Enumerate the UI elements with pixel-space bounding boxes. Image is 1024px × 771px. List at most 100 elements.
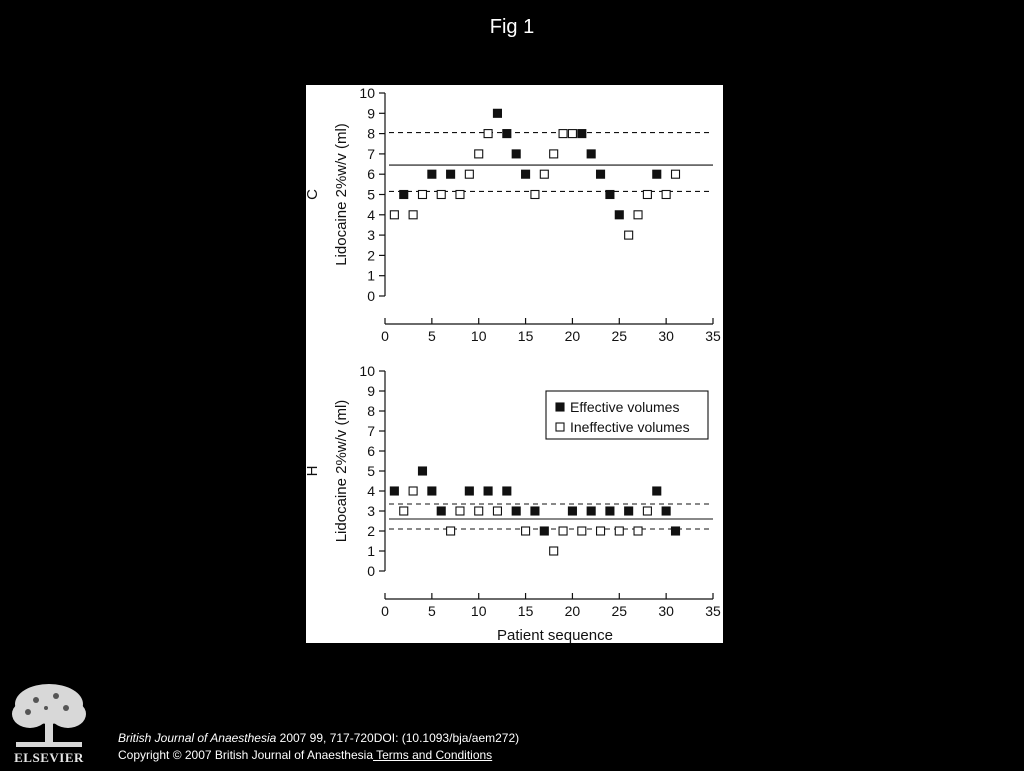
panel-h-x-tick-label: 35 — [705, 603, 721, 619]
panel-h-y-tick-label: 6 — [367, 443, 375, 459]
panel-c-x-tick-label: 10 — [471, 328, 487, 344]
panel-h-y-tick-label: 1 — [367, 543, 375, 559]
journal-name: British Journal of Anaesthesia — [118, 731, 277, 745]
panel-c-y-tick-label: 2 — [367, 247, 375, 263]
panel-c-ineffective-point — [464, 169, 474, 179]
panel-c-effective-point — [399, 189, 409, 200]
slide-title: Fig 1 — [489, 16, 535, 38]
panel-h-y-tick-label: 0 — [367, 563, 375, 579]
citation-line: British Journal of Anaesthesia 2007 99, … — [118, 730, 519, 747]
panel-h-effective-point — [530, 506, 540, 516]
elsevier-tree-logo-icon: ELSEVIER — [12, 684, 86, 765]
panel-c-x-tick-label: 20 — [565, 328, 581, 344]
panel-h-effective-point — [464, 486, 474, 496]
panel-h-effective-point — [539, 526, 549, 536]
panel-h-y-tick-label: 3 — [367, 503, 375, 519]
panel-c-x-tick-label: 30 — [658, 328, 674, 344]
panel-c-effective-point — [652, 169, 662, 179]
panel-h-y-tick-label: 5 — [367, 463, 375, 479]
panel-c-panel-label: C — [306, 189, 321, 200]
panel-h-effective-point — [605, 506, 615, 516]
panel-h-effective-point — [417, 466, 428, 476]
panel-c-x-tick-label: 35 — [705, 328, 721, 344]
panel-c-y-tick-label: 3 — [367, 227, 375, 243]
panel-h-y-tick-label: 9 — [367, 383, 375, 399]
panel-h-ineffective-point — [633, 526, 643, 536]
panel-c-y-tick-label: 5 — [367, 187, 375, 203]
panel-h-legend-label: Effective volumes — [570, 399, 679, 415]
panel-c-ineffective-point — [474, 149, 484, 159]
panel-c-ineffective-point — [539, 169, 549, 179]
panel-c-ineffective-point — [567, 129, 577, 139]
panel-c-effective-point — [427, 169, 437, 179]
panel-h-ineffective-point — [455, 506, 465, 516]
panel-h-x-axis-label: Patient sequence — [497, 627, 613, 643]
panel-c-y-tick-label: 6 — [367, 166, 375, 182]
panel-h-effective-point — [436, 506, 446, 516]
panel-c-effective-point — [446, 169, 456, 179]
panel-h-legend-box — [545, 390, 709, 440]
panel-h-legend-marker — [555, 422, 565, 432]
panel-c-x-tick-label: 15 — [518, 328, 534, 344]
panel-c-ineffective-point — [436, 189, 446, 200]
panel-c-effective-point — [595, 169, 606, 179]
panel-h-panel-label: H — [306, 466, 321, 477]
citation-details: 2007 99, 717-720DOI: (10.1093/bja/aem272… — [276, 731, 520, 745]
panel-h-effective-point — [389, 486, 399, 496]
panel-h-x-tick-label: 15 — [518, 603, 534, 619]
panel-h-ineffective-point — [577, 526, 587, 536]
panel-h-x-tick-label: 25 — [611, 603, 627, 619]
panel-c-x-tick-label: 0 — [381, 328, 389, 344]
panel-c-ineffective-point — [558, 129, 568, 139]
panel-c-x-tick-label: 25 — [611, 328, 627, 344]
panel-c-ineffective-point — [549, 149, 559, 159]
panel-h-x-tick-label: 30 — [658, 603, 674, 619]
panel-c-effective-point — [605, 189, 615, 200]
panel-h-y-tick-label: 10 — [359, 363, 375, 379]
copyright-line: Copyright © 2007 British Journal of Anae… — [118, 747, 519, 764]
panel-h-effective-point — [567, 506, 577, 516]
copyright-text: Copyright © 2007 British Journal of Anae… — [118, 748, 373, 762]
panel-c-ineffective-point — [624, 230, 634, 240]
panel-h-ineffective-point — [408, 486, 418, 496]
panel-c-y-tick-label: 7 — [367, 146, 375, 162]
panel-h-ineffective-point — [642, 506, 652, 516]
panel-h-y-tick-label: 2 — [367, 523, 375, 539]
panel-h-effective-point — [586, 506, 596, 516]
panel-c-x-tick-label: 5 — [428, 328, 436, 344]
panel-h-y-tick-label: 7 — [367, 423, 375, 439]
panel-c-ineffective-point — [389, 210, 399, 220]
figure-panel: 0 1 2 3 4 5 6 7 8 9 10 0 5 10 15 20 25 30 35 Lidocaine 2%w/… — [306, 85, 723, 643]
panel-h-effective-point — [652, 486, 662, 496]
panel-h-y-tick-label: 4 — [367, 483, 375, 499]
panel-h-legend-label: Ineffective volumes — [570, 419, 690, 435]
panel-c-effective-point — [511, 149, 521, 159]
panel-c-ineffective-point — [661, 189, 671, 200]
panel-h-ineffective-point — [595, 526, 606, 536]
citation-block: British Journal of Anaesthesia 2007 99, … — [118, 730, 519, 764]
panel-c-y-tick-label: 9 — [367, 105, 375, 121]
panel-h-legend-marker — [555, 402, 565, 412]
panel-c-ineffective-point — [530, 189, 540, 200]
panel-c-ineffective-point — [633, 210, 643, 220]
panel-h-x-tick-label: 5 — [428, 603, 436, 619]
panel-h-ineffective-point — [549, 546, 559, 556]
panel-h-ineffective-point — [474, 506, 484, 516]
panel-c-ineffective-point — [408, 210, 418, 220]
elsevier-logo: ELSEVIER — [10, 680, 88, 766]
panel-h-effective-point — [502, 486, 512, 496]
panel-h-effective-point — [670, 526, 681, 536]
panel-h-effective-point — [624, 506, 634, 516]
panel-c-y-tick-label: 0 — [367, 288, 375, 304]
panel-h-ineffective-point — [399, 506, 409, 516]
panel-h-y-tick-label: 8 — [367, 403, 375, 419]
panel-c-effective-point — [492, 108, 503, 118]
panel-c-effective-point — [521, 169, 531, 179]
panel-c-effective-point — [586, 149, 596, 159]
terms-link[interactable]: Terms and Conditions — [373, 748, 493, 762]
panel-h-ineffective-point — [446, 526, 456, 536]
panel-h-x-tick-label: 0 — [381, 603, 389, 619]
panel-h-effective-point — [661, 506, 671, 516]
panel-h-ineffective-point — [558, 526, 568, 536]
